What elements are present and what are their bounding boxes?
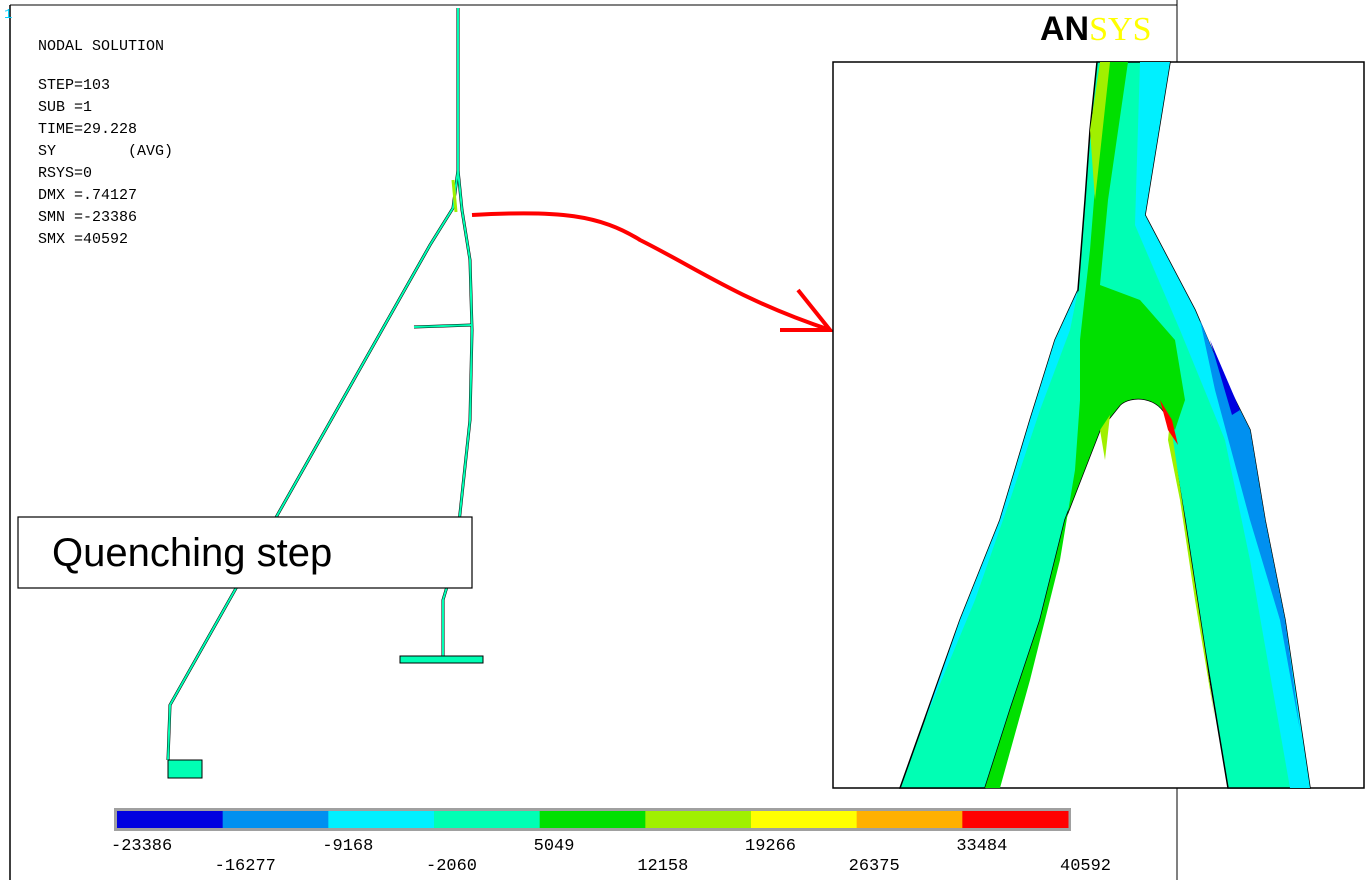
info-line: DMX =.74127 (38, 187, 137, 204)
logo-prefix: AN (1040, 10, 1089, 48)
callout-text: Quenching step (52, 531, 332, 575)
model-hotspot (451, 179, 458, 213)
legend-label: 19266 (745, 837, 796, 856)
info-line: SUB =1 (38, 99, 92, 116)
logo: ANSYS (1040, 10, 1151, 48)
arrow-head (780, 288, 835, 332)
legend-label: 12158 (637, 857, 688, 876)
legend-label: 33484 (956, 837, 1007, 856)
info-line: TIME=29.228 (38, 121, 137, 138)
logo-suffix: SYS (1089, 11, 1151, 48)
legend-swatch (645, 811, 752, 828)
legend-label: -9168 (322, 837, 373, 856)
callout-box (17, 516, 473, 589)
info-line: SY (AVG) (38, 143, 173, 160)
info-line: SMX =40592 (38, 231, 128, 248)
legend-swatch (856, 811, 963, 828)
legend: -23386 -16277 -9168 -2060 5049 12158 19266 2637… (111, 811, 1111, 876)
arrow (471, 211, 831, 332)
info-line: SMN =-23386 (38, 209, 137, 226)
plot-title: NODAL SOLUTION (38, 38, 164, 55)
legend-swatch (117, 811, 224, 828)
legend-label: -23386 (111, 837, 172, 856)
zoom-contour (898, 61, 1311, 789)
legend-label: 26375 (849, 857, 900, 876)
model-base-left (167, 759, 203, 779)
legend-label: 40592 (1060, 857, 1111, 876)
legend-swatch (434, 811, 541, 828)
legend-label: 5049 (534, 837, 575, 856)
legend-swatch (751, 811, 858, 828)
model-fill (167, 8, 474, 761)
legend-swatch (222, 811, 329, 828)
info-block: STEP=103 SUB =1 TIME=29.228 SY (AVG) RSYS=0 D… (38, 77, 173, 248)
info-line: RSYS=0 (38, 165, 92, 182)
legend-label: -2060 (426, 857, 477, 876)
window-number: 1 (4, 7, 12, 23)
legend-swatch (539, 811, 646, 828)
legend-swatch (962, 811, 1069, 828)
legend-swatch (328, 811, 435, 828)
legend-label: -16277 (215, 857, 276, 876)
model-base-right (399, 655, 484, 664)
info-line: STEP=103 (38, 77, 110, 94)
